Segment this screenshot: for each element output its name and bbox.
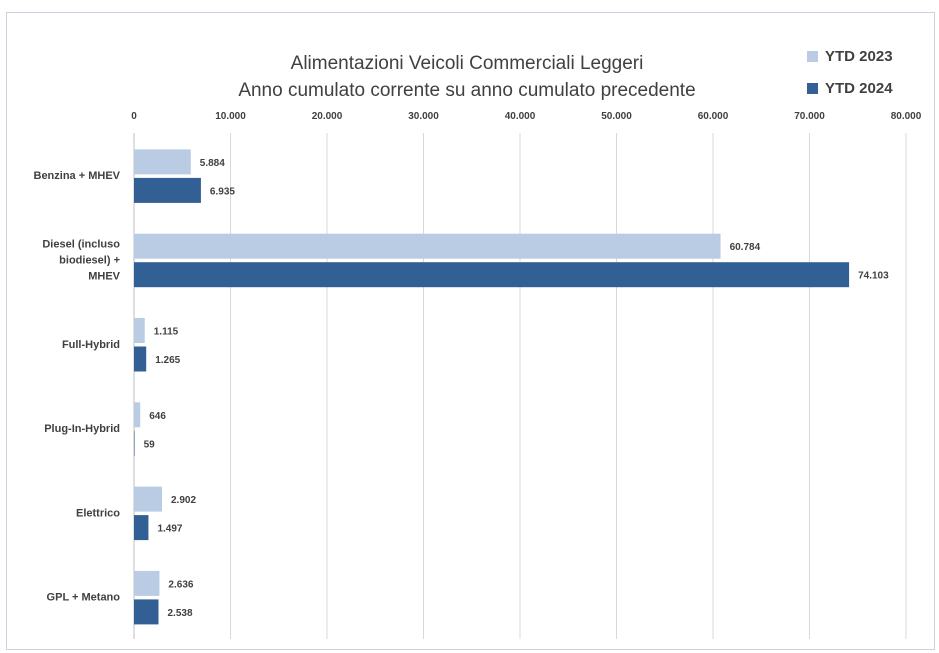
data-label: 60.784 xyxy=(730,242,761,253)
x-tick-label: 50.000 xyxy=(601,111,632,122)
category-label: Diesel (incluso xyxy=(42,238,120,250)
data-label: 59 xyxy=(144,439,156,450)
data-label: 2.902 xyxy=(171,495,196,506)
x-tick-label: 10.000 xyxy=(215,111,246,122)
legend-item-ytd-2024: YTD 2024 xyxy=(807,80,893,97)
chart-title-line-2: Anno cumulato corrente su anno cumulato … xyxy=(238,80,696,101)
data-label: 2.538 xyxy=(167,608,192,619)
data-label: 74.103 xyxy=(858,271,889,282)
x-tick-label: 60.000 xyxy=(698,111,729,122)
category-label: GPL + Metano xyxy=(47,592,121,604)
legend-swatch-ytd-2023 xyxy=(807,51,818,62)
bar-ytd-2024 xyxy=(134,430,135,456)
legend-label-ytd-2023: YTD 2023 xyxy=(825,48,893,65)
data-label: 2.636 xyxy=(168,579,193,590)
chart-frame: Alimentazioni Veicoli Commerciali Legger… xyxy=(6,12,935,650)
bar-ytd-2024 xyxy=(134,346,147,372)
x-tick-label: 0 xyxy=(131,111,137,122)
bar-ytd-2024 xyxy=(134,177,201,203)
x-tick-label: 20.000 xyxy=(312,111,343,122)
category-label: Full-Hybrid xyxy=(62,339,120,351)
data-label: 5.884 xyxy=(200,158,225,169)
chart-title-line-1: Alimentazioni Veicoli Commerciali Legger… xyxy=(290,53,644,74)
data-label: 1.115 xyxy=(154,327,179,338)
legend-label-ytd-2024: YTD 2024 xyxy=(825,80,893,97)
category-label: MHEV xyxy=(88,270,120,282)
data-label: 1.265 xyxy=(155,355,180,366)
category-label: biodiesel) + xyxy=(59,254,120,266)
x-tick-label: 70.000 xyxy=(794,111,825,122)
data-label: 646 xyxy=(149,411,166,422)
x-tick-label: 40.000 xyxy=(505,111,536,122)
bar-ytd-2023 xyxy=(134,233,721,259)
legend-item-ytd-2023: YTD 2023 xyxy=(807,48,893,65)
data-label: 6.935 xyxy=(210,186,235,197)
bar-ytd-2023 xyxy=(134,402,141,428)
category-label: Benzina + MHEV xyxy=(34,170,121,182)
data-label: 1.497 xyxy=(157,524,182,535)
bar-ytd-2024 xyxy=(134,262,850,288)
bar-ytd-2023 xyxy=(134,570,160,596)
legend-swatch-ytd-2024 xyxy=(807,83,818,94)
bar-chart: 0 10.000 20.000 30.000 40.000 50.000 60.000 70.… xyxy=(34,111,922,639)
category-label: Elettrico xyxy=(76,507,120,519)
category-label: Plug-In-Hybrid xyxy=(44,423,120,435)
bar-ytd-2024 xyxy=(134,599,159,625)
x-tick-label: 30.000 xyxy=(408,111,439,122)
bar-ytd-2023 xyxy=(134,486,163,512)
bar-ytd-2023 xyxy=(134,149,191,175)
bar-ytd-2023 xyxy=(134,318,145,343)
bar-ytd-2024 xyxy=(134,515,149,541)
x-tick-label: 80.000 xyxy=(891,111,922,122)
